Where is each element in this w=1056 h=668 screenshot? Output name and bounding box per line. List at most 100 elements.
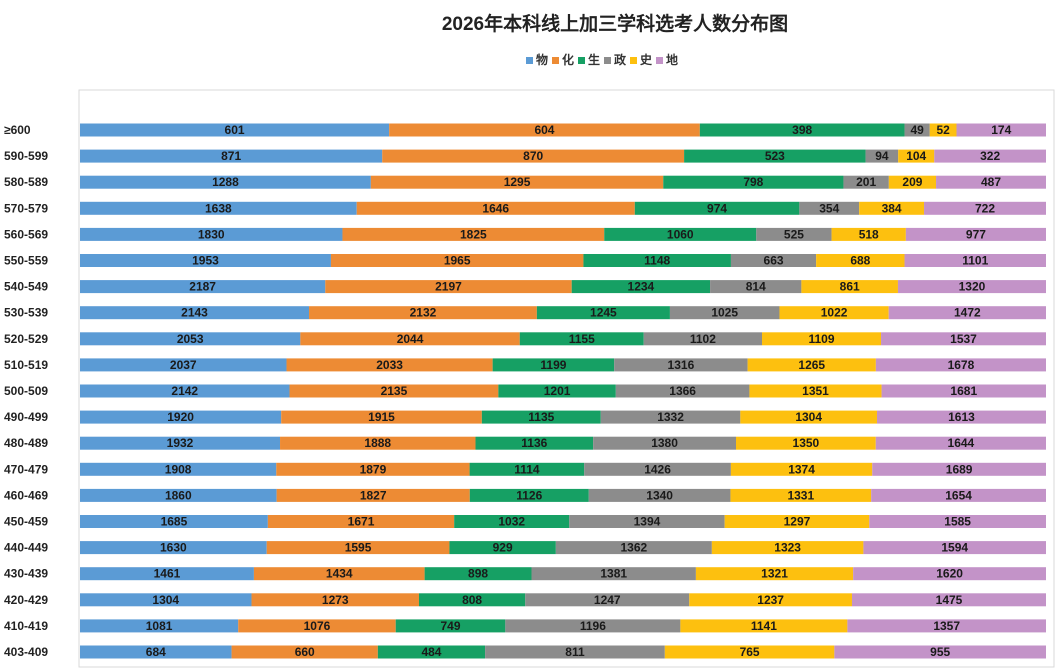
data-label-12-3: 1380	[651, 436, 678, 450]
data-label-4-4: 518	[859, 227, 879, 241]
bar-segment-7-1	[309, 306, 537, 320]
category-label-19: 410-419	[4, 619, 48, 633]
bar-segment-12-2	[475, 436, 594, 450]
bar-segment-9-1	[286, 358, 493, 372]
bar-segment-19-0	[80, 619, 239, 633]
data-label-4-2: 1060	[667, 227, 694, 241]
bar-segment-8-2	[519, 332, 644, 346]
data-label-15-0: 1685	[161, 515, 188, 529]
bar-segment-13-2	[469, 462, 585, 476]
legend: 物化生政史地	[526, 52, 678, 67]
data-label-6-2: 1234	[628, 280, 655, 294]
data-label-0-4: 52	[936, 123, 950, 137]
bar-segment-11-4	[740, 410, 877, 424]
data-label-0-1: 604	[534, 123, 554, 137]
bar-segment-13-3	[584, 462, 731, 476]
data-label-5-3: 663	[764, 254, 784, 268]
bar-segment-7-0	[80, 306, 310, 320]
category-label-7: 530-539	[4, 306, 48, 320]
data-label-5-5: 1101	[962, 254, 988, 268]
bar-segment-7-2	[536, 306, 670, 320]
bar-segment-11-3	[600, 410, 741, 424]
legend-swatch-3	[604, 57, 611, 64]
bar-segment-17-0	[80, 567, 254, 581]
data-label-9-5: 1678	[948, 358, 975, 372]
data-label-17-0: 1461	[154, 567, 181, 581]
data-label-4-3: 525	[784, 227, 804, 241]
bar-segment-2-1	[370, 175, 664, 189]
data-label-20-0: 684	[146, 645, 166, 659]
bar-segment-7-3	[669, 306, 780, 320]
category-label-12: 480-489	[4, 436, 48, 450]
data-label-0-0: 601	[225, 123, 245, 137]
data-label-11-5: 1613	[948, 410, 975, 424]
bar-segment-3-0	[80, 201, 357, 215]
bar-segment-3-2	[634, 201, 800, 215]
data-label-11-0: 1920	[167, 410, 194, 424]
bar-segment-9-4	[747, 358, 876, 372]
data-label-14-5: 1654	[945, 488, 972, 502]
bar-segment-18-2	[418, 593, 526, 607]
data-label-17-5: 1620	[936, 567, 963, 581]
bar-segment-20-2	[377, 645, 486, 659]
data-label-3-1: 1646	[482, 201, 509, 215]
bar-segment-7-4	[779, 306, 889, 320]
data-label-10-1: 2135	[381, 384, 408, 398]
bar-segment-7-5	[888, 306, 1046, 320]
bar-segment-5-2	[583, 254, 731, 267]
bar-segment-5-5	[904, 254, 1046, 267]
data-label-1-2: 523	[765, 149, 785, 163]
category-label-0: ≥600	[4, 123, 31, 137]
bar-segment-15-3	[569, 515, 725, 528]
data-label-20-5: 955	[930, 645, 950, 659]
bar-segment-2-4	[888, 175, 937, 189]
data-label-8-4: 1109	[808, 332, 834, 346]
bar-segment-10-2	[498, 384, 616, 398]
bar-segment-0-4	[929, 123, 957, 137]
data-label-16-3: 1362	[620, 541, 647, 555]
bar-segment-6-5	[897, 280, 1046, 294]
data-label-19-3: 1196	[580, 619, 606, 633]
data-label-2-2: 798	[743, 175, 763, 189]
bar-segment-13-0	[80, 462, 277, 476]
data-label-3-5: 722	[975, 201, 995, 215]
bar-segment-6-0	[80, 280, 326, 294]
bar-segment-4-5	[905, 227, 1046, 241]
data-label-2-3: 201	[856, 175, 876, 189]
bar-segment-16-4	[711, 541, 864, 555]
data-label-12-4: 1350	[793, 436, 820, 450]
category-label-3: 570-579	[4, 201, 48, 215]
bar-segment-18-5	[851, 593, 1046, 607]
data-label-4-1: 1825	[460, 227, 487, 241]
bar-segment-5-0	[80, 254, 331, 267]
legend-swatch-2	[578, 57, 585, 64]
bar-segment-5-3	[730, 254, 817, 267]
data-label-16-2: 929	[493, 541, 513, 555]
data-label-18-4: 1237	[757, 593, 784, 607]
data-label-13-1: 1879	[360, 462, 387, 476]
category-label-18: 420-429	[4, 593, 48, 607]
data-label-18-0: 1304	[152, 593, 179, 607]
bar-segment-1-1	[382, 149, 685, 163]
bar-segment-8-5	[881, 332, 1046, 346]
data-label-16-4: 1323	[774, 541, 801, 555]
data-label-12-0: 1932	[167, 436, 194, 450]
data-label-19-2: 749	[441, 619, 461, 633]
bar-segment-9-2	[492, 358, 615, 372]
bar-segment-10-3	[615, 384, 750, 398]
data-label-19-0: 1081	[146, 619, 173, 633]
bar-segment-1-4	[898, 149, 935, 163]
bar-segment-0-5	[956, 123, 1046, 137]
bar-segment-9-5	[875, 358, 1046, 372]
category-label-1: 590-599	[4, 149, 48, 163]
data-label-18-2: 808	[462, 593, 482, 607]
bar-segment-12-5	[875, 436, 1046, 450]
data-label-13-2: 1114	[514, 462, 540, 476]
bar-segment-8-4	[761, 332, 882, 346]
bar-segment-8-0	[80, 332, 301, 346]
data-label-13-0: 1908	[165, 462, 192, 476]
category-label-4: 560-569	[4, 227, 48, 241]
data-label-17-3: 1381	[600, 567, 627, 581]
bar-segment-13-5	[872, 462, 1046, 476]
data-label-19-4: 1141	[751, 619, 777, 633]
